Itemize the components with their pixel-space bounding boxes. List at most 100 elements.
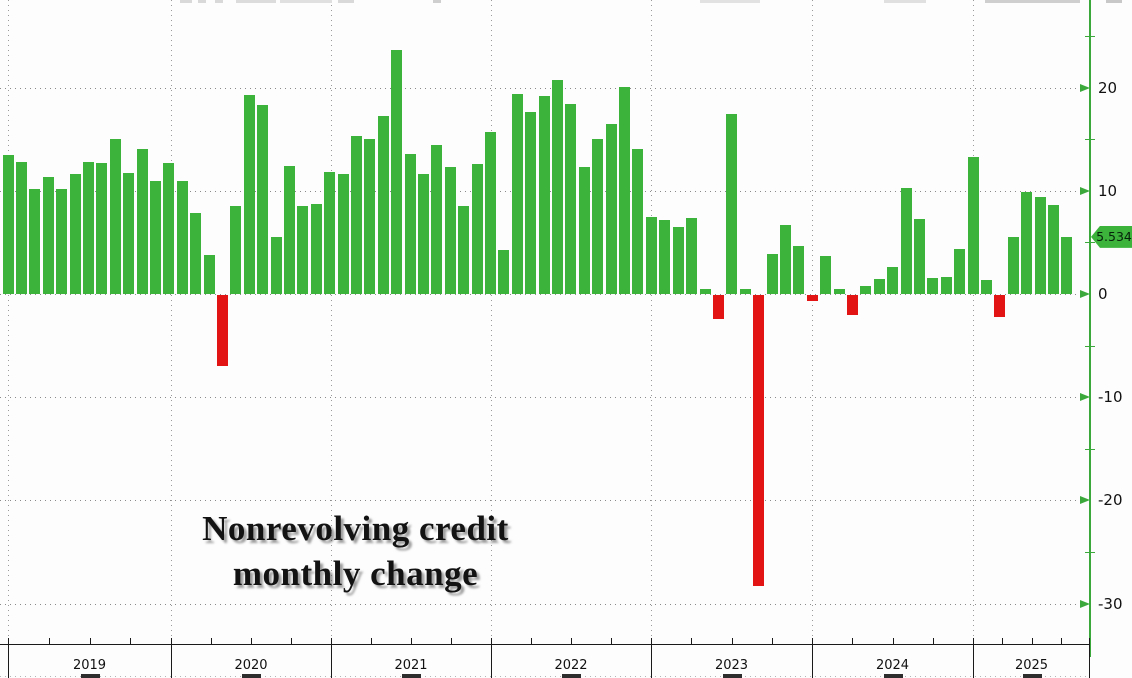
bar [485, 132, 496, 294]
bar [364, 139, 376, 294]
bar [552, 80, 563, 294]
bar [927, 277, 939, 294]
bar [592, 139, 604, 294]
bar [458, 206, 470, 294]
bar [511, 93, 523, 294]
y-axis-minor-tick [1085, 139, 1095, 141]
x-axis-year-label: 2023 [714, 658, 749, 673]
bar [538, 95, 550, 294]
x-axis-tick [291, 638, 292, 644]
x-axis-year-label: 2025 [1014, 658, 1049, 673]
year-separator [651, 644, 652, 678]
x-axis-line [0, 644, 1090, 645]
y-axis-line [1089, 0, 1091, 657]
year-separator [973, 644, 974, 678]
cutoff-top-artifact [338, 0, 354, 3]
h-gridline [0, 294, 1090, 295]
current-value-badge: 5.534 [1091, 225, 1132, 248]
x-axis-tick [531, 638, 532, 644]
year-separator [171, 644, 172, 678]
bar [846, 295, 858, 315]
bar [1007, 237, 1019, 294]
bar [954, 248, 966, 294]
x-axis-tick [651, 638, 652, 644]
y-tick-arrow-icon [1080, 83, 1090, 92]
bar [994, 295, 1006, 317]
bar [699, 288, 711, 294]
y-axis-tick-label: 10 [1098, 181, 1118, 200]
bar [136, 148, 148, 294]
x-axis-tick [371, 638, 372, 644]
cutoff-text-artifact [242, 674, 261, 678]
h-gridline [0, 87, 1090, 89]
bar [471, 164, 483, 294]
x-axis-tick [771, 638, 773, 644]
bar [820, 255, 832, 294]
bar [15, 161, 27, 294]
bar [1034, 197, 1046, 294]
y-axis-tick-label: 20 [1098, 78, 1118, 97]
year-separator [1089, 644, 1090, 678]
bar [766, 253, 778, 294]
y-axis-minor-tick [1085, 242, 1095, 244]
cutoff-top-artifact [198, 0, 206, 3]
x-axis-tick [451, 638, 452, 644]
x-axis-tick [932, 638, 934, 644]
bar [42, 177, 54, 294]
year-separator [812, 644, 813, 678]
x-axis-tick [611, 638, 612, 644]
y-axis-tick-label: 0 [1098, 285, 1108, 303]
y-axis-minor-tick [1085, 36, 1095, 37]
x-axis-tick [331, 638, 332, 644]
cutoff-text-artifact [1022, 674, 1042, 678]
x-axis-tick [171, 638, 172, 644]
x-axis-tick [130, 638, 132, 644]
x-axis-tick [571, 638, 572, 644]
bar [243, 94, 255, 294]
cutoff-top-artifact [236, 0, 276, 3]
bar [887, 267, 899, 294]
v-gridline [651, 0, 652, 644]
bar [284, 166, 295, 294]
bar [176, 180, 188, 294]
cutoff-text-artifact [562, 674, 581, 678]
bar [310, 204, 322, 294]
bar [444, 167, 456, 294]
chart-title-line1: Nonrevolving credit [202, 509, 509, 548]
chart-title-line2: monthly change [232, 554, 479, 593]
cutoff-top-artifact [433, 0, 441, 3]
x-axis-tick [48, 638, 50, 644]
bar [753, 295, 765, 586]
bar [337, 174, 349, 294]
y-axis-minor-tick [1085, 448, 1095, 450]
year-separator [331, 644, 332, 678]
bar [270, 237, 282, 294]
cutoff-top-artifact [985, 0, 1080, 3]
bar [980, 279, 992, 294]
bar [498, 249, 510, 294]
y-tick-arrow-icon [1080, 393, 1090, 402]
plot-area [0, 0, 1090, 644]
bar [779, 224, 791, 294]
cutoff-top-artifact [884, 0, 926, 3]
cutoff-top-artifact [700, 0, 760, 3]
bar [418, 174, 429, 294]
bar [324, 172, 336, 294]
x-axis-tick [892, 638, 894, 644]
x-axis-tick [491, 638, 492, 644]
y-tick-arrow-icon [1080, 599, 1090, 608]
bar [109, 139, 121, 294]
cutoff-text-artifact [80, 674, 100, 678]
bar [940, 276, 952, 294]
v-gridline [812, 0, 813, 644]
bar [391, 50, 403, 294]
x-axis-year-label: 2019 [72, 658, 107, 673]
bar [967, 156, 979, 294]
bar [913, 218, 925, 294]
bar [56, 188, 68, 294]
x-axis-tick [973, 638, 974, 644]
bar [659, 219, 671, 294]
bar [672, 226, 684, 294]
bar [190, 212, 202, 294]
